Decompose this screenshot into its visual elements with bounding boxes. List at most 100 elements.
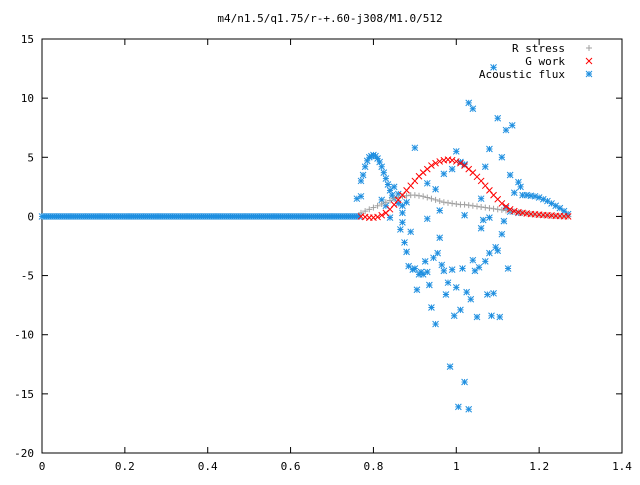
star-stroke-b — [488, 312, 495, 320]
legend-label: G work — [525, 55, 565, 68]
data-point — [436, 207, 444, 214]
star-stroke-b — [481, 163, 489, 171]
star-stroke-b — [490, 64, 497, 71]
data-point — [426, 281, 433, 289]
star-stroke-b — [535, 194, 543, 201]
data-point — [370, 204, 377, 211]
star-stroke-b — [378, 196, 386, 204]
data-point — [436, 234, 444, 242]
y-tick-label: 10 — [21, 92, 34, 105]
star-stroke-b — [459, 265, 466, 272]
data-point — [502, 203, 510, 210]
plot-border — [41, 38, 623, 454]
data-point — [478, 203, 485, 210]
data-point — [500, 217, 508, 225]
data-point — [452, 158, 460, 165]
data-point — [363, 157, 371, 165]
star-stroke-b — [438, 261, 446, 269]
star-stroke-b — [477, 195, 485, 203]
star-stroke-b — [357, 177, 365, 185]
cross-stroke-b — [440, 156, 448, 164]
data-point — [374, 213, 381, 221]
star-stroke-b — [469, 105, 477, 113]
data-point — [366, 206, 373, 213]
data-point — [465, 202, 472, 209]
star-stroke-b — [401, 239, 408, 246]
data-point — [448, 156, 456, 164]
star-stroke-b — [452, 284, 460, 291]
star-stroke-b — [423, 215, 431, 223]
data-point — [461, 211, 468, 219]
data-point — [531, 192, 539, 200]
data-point — [411, 192, 418, 199]
star-stroke-b — [432, 185, 439, 193]
cross-stroke-b — [428, 162, 435, 169]
data-point — [407, 228, 415, 236]
cross-stroke-b — [378, 211, 386, 219]
star-stroke-b — [473, 313, 481, 321]
star-stroke-b — [517, 183, 524, 191]
star-stroke-b — [544, 197, 551, 205]
y-tick-label: 0 — [27, 210, 34, 223]
series-acoustic-flux — [38, 64, 572, 413]
star-stroke-b — [353, 195, 361, 203]
data-point — [469, 202, 476, 209]
data-point — [440, 267, 448, 275]
star-stroke-b — [498, 153, 506, 161]
data-point — [486, 214, 493, 221]
star-stroke-b — [465, 405, 473, 413]
data-point — [498, 200, 506, 207]
data-point — [490, 205, 497, 212]
star-stroke-b — [436, 207, 444, 214]
star-stroke-b — [492, 243, 499, 251]
star-stroke-b — [370, 151, 377, 159]
data-point — [432, 159, 439, 167]
data-point — [465, 99, 473, 107]
star-stroke-b — [413, 286, 421, 294]
data-point — [423, 268, 431, 276]
cross-stroke-b — [490, 191, 497, 199]
data-point — [448, 165, 456, 173]
cross-stroke-b — [502, 203, 510, 210]
cross-stroke-b — [374, 213, 381, 221]
data-point — [467, 295, 475, 303]
star-stroke-b — [428, 304, 435, 311]
data-point — [362, 208, 369, 215]
data-point — [457, 159, 464, 167]
star-stroke-b — [465, 99, 473, 107]
data-point — [459, 265, 466, 272]
data-point — [378, 201, 385, 208]
star-stroke-b — [386, 214, 394, 221]
star-stroke-b — [390, 183, 398, 191]
data-point — [432, 185, 439, 193]
data-point — [564, 213, 572, 220]
plot-frame — [41, 38, 623, 454]
cross-stroke-b — [585, 57, 593, 65]
data-point — [403, 198, 410, 206]
data-point — [428, 304, 435, 311]
data-point — [390, 183, 398, 191]
y-tick-label: -15 — [14, 388, 34, 401]
star-stroke-b — [376, 158, 383, 166]
star-stroke-b — [475, 263, 483, 271]
data-point — [446, 363, 454, 371]
cross-stroke-b — [452, 158, 460, 165]
data-point — [510, 207, 518, 215]
data-point — [452, 148, 460, 155]
data-point — [403, 192, 410, 199]
data-point — [503, 207, 509, 214]
star-stroke-b — [531, 192, 539, 200]
data-point — [445, 199, 451, 206]
data-point — [436, 198, 443, 205]
star-stroke-b — [442, 291, 450, 298]
star-stroke-b — [556, 204, 564, 212]
data-point — [413, 286, 421, 294]
legend-marker — [586, 45, 592, 51]
data-point — [380, 169, 388, 177]
star-stroke-b — [479, 216, 487, 224]
star-stroke-b — [481, 258, 489, 265]
data-point — [428, 195, 435, 202]
star-stroke-b — [461, 378, 468, 386]
data-point — [496, 313, 504, 321]
cross-stroke-b — [564, 213, 572, 220]
